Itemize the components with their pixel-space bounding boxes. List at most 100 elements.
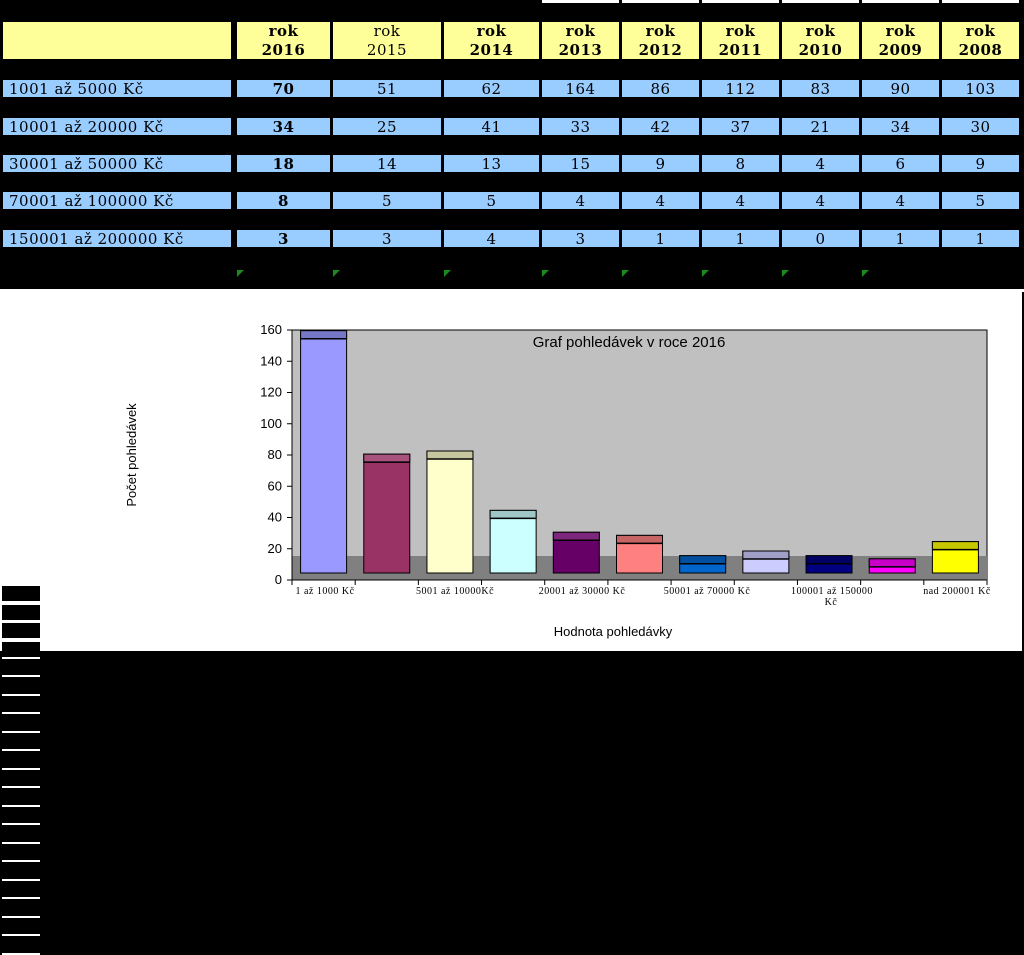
row-header-block	[2, 715, 40, 733]
header-year-2014: rok 2014	[444, 22, 539, 59]
header-top-line	[782, 0, 859, 3]
row-label: 10001 až 20000 Kč	[3, 118, 231, 136]
table-cell: 90	[862, 80, 939, 98]
table-cell: 42	[622, 118, 699, 136]
header-year-2012: rok 2012	[622, 22, 699, 59]
row-header-block	[2, 919, 40, 936]
table-cell: 21	[782, 118, 859, 136]
y-tick-label: 20	[268, 541, 282, 556]
table-cell: 9	[622, 155, 699, 173]
table-cell: 4	[542, 192, 619, 210]
header-year-2011: rok 2011	[702, 22, 779, 59]
table-cell: 4	[782, 192, 859, 210]
separator-line	[0, 289, 1024, 292]
x-category-label: nad 200001 Kč	[923, 586, 991, 597]
header-year-value: 2013	[558, 40, 603, 59]
table-cell: 70	[237, 80, 330, 98]
table-cell: 6	[862, 155, 939, 173]
header-year-value: 2011	[718, 40, 763, 59]
header-year-2016: rok 2016	[237, 22, 330, 59]
table-cell: 34	[237, 118, 330, 136]
bar-top	[616, 534, 663, 544]
bar	[489, 509, 537, 574]
table-cell: 4	[702, 192, 779, 210]
header-year-value: 2016	[261, 40, 306, 59]
row-label: 1001 až 5000 Kč	[3, 80, 231, 98]
comment-indicator-icon	[542, 270, 549, 277]
row-header-block	[2, 900, 40, 918]
comment-indicator-icon	[702, 270, 709, 277]
row-header-block	[2, 845, 40, 862]
comment-indicator-icon	[444, 270, 451, 277]
table-cell: 51	[333, 80, 441, 98]
row-label: 70001 až 100000 Kč	[3, 192, 231, 210]
table-cell: 13	[444, 155, 539, 173]
table-cell: 3	[237, 230, 330, 248]
header-debt-range	[3, 22, 231, 59]
header-year-2010: rok 2010	[782, 22, 859, 59]
header-year-label: rok	[645, 21, 676, 40]
row-label: 150001 až 200000 Kč	[3, 230, 231, 248]
chart-title: Graf pohledávek v roce 2016	[533, 334, 726, 351]
header-year-2015: rok 2015	[333, 22, 441, 59]
header-year-2013: rok 2013	[542, 22, 619, 59]
bar-top	[931, 541, 979, 551]
table-cell: 41	[444, 118, 539, 136]
header-year-value: 2008	[958, 40, 1003, 59]
row-header-block	[2, 604, 40, 622]
table-cell: 62	[444, 80, 539, 98]
y-tick-label: 40	[268, 510, 282, 525]
table-cell: 15	[542, 155, 619, 173]
row-header-block	[2, 863, 40, 881]
chart-panel: 0 20 40 60 80 100 120 140 160 1 až 1000 Kč 5001 až…	[43, 292, 1022, 651]
header-year-label: rok	[885, 21, 916, 40]
bar	[363, 453, 411, 574]
header-year-label: rok	[268, 21, 299, 40]
table-cell: 0	[782, 230, 859, 248]
x-category-label: 50001 až 70000 Kč	[664, 586, 751, 597]
table-cell: 9	[942, 155, 1019, 173]
comment-indicator-icon	[622, 270, 629, 277]
row-header-strip	[0, 292, 43, 955]
header-year-label: rok	[805, 21, 836, 40]
header-year-value: 2012	[638, 40, 683, 59]
row-header-block	[2, 678, 40, 696]
table-cell: 1	[862, 230, 939, 248]
table-cell: 164	[542, 80, 619, 98]
table-cell: 86	[622, 80, 699, 98]
header-top-line	[942, 0, 1019, 3]
header-year-label: rok	[373, 21, 401, 40]
row-header-block	[2, 697, 40, 714]
x-category-label: Kč	[825, 597, 838, 608]
row-header-block	[2, 734, 40, 751]
table-cell: 4	[444, 230, 539, 248]
table-cell: 33	[542, 118, 619, 136]
header-year-value: 2010	[798, 40, 843, 59]
bar-top	[426, 450, 474, 460]
bar-chart: 0 20 40 60 80 100 120 140 160 1 až 1000 Kč 5001 až…	[124, 322, 991, 639]
y-tick-label: 160	[260, 322, 282, 337]
comment-indicator-icon	[333, 270, 340, 277]
table-cell: 25	[333, 118, 441, 136]
table-cell: 1	[942, 230, 1019, 248]
header-year-value: 2014	[469, 40, 514, 59]
bar-top	[868, 558, 916, 568]
row-header-block	[2, 789, 40, 807]
x-category-label: 5001 až 10000Kč	[416, 586, 494, 597]
bar-top	[300, 330, 348, 340]
table-cell: 30	[942, 118, 1019, 136]
x-category-label: 1 až 1000 Kč	[295, 586, 354, 597]
table-cell: 5	[444, 192, 539, 210]
row-header-block	[2, 937, 40, 955]
header-year-value: 2015	[366, 40, 408, 59]
row-header-block	[2, 882, 40, 899]
table-cell: 83	[782, 80, 859, 98]
bar-top	[363, 453, 411, 463]
header-top-line	[702, 0, 779, 3]
table-cell: 5	[942, 192, 1019, 210]
row-header-block	[2, 808, 40, 825]
y-tick-label: 60	[268, 478, 282, 493]
y-tick-label: 0	[275, 572, 282, 587]
comment-indicator-icon	[782, 270, 789, 277]
bar-top	[742, 550, 790, 560]
